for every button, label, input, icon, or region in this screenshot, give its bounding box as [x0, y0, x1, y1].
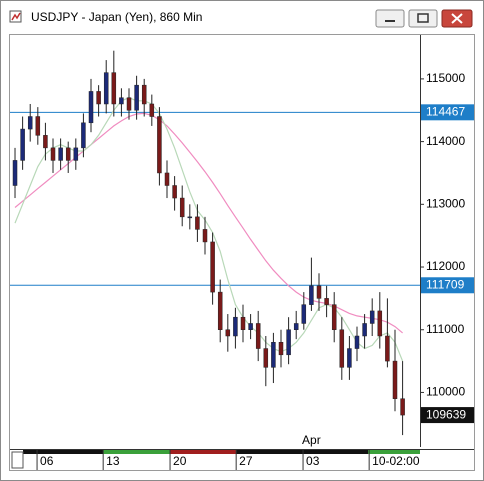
candle-body: [362, 323, 367, 337]
x-tick-label: 03: [306, 454, 320, 468]
candle-body: [179, 197, 185, 218]
candle-body: [111, 72, 117, 105]
candle-body: [195, 216, 200, 230]
candle-body: [149, 103, 155, 117]
candle-body: [385, 335, 390, 362]
candle-body: [278, 342, 284, 356]
candle-body: [58, 147, 63, 161]
price-label: 114467: [426, 104, 465, 118]
candle-body: [27, 116, 33, 130]
session-strip: [23, 450, 420, 454]
x-tick-label: 20: [173, 454, 187, 468]
candle-body: [73, 147, 79, 161]
candle-body: [347, 348, 352, 368]
candle-body: [12, 160, 18, 186]
maximize-button[interactable]: [408, 9, 438, 28]
candle-body: [187, 216, 193, 219]
y-tick-label: 114000: [426, 134, 465, 148]
candle-body: [354, 335, 360, 349]
candle-body: [369, 310, 375, 324]
candle-body: [172, 185, 177, 199]
y-tick-label: 110000: [426, 385, 465, 399]
candle-body: [134, 84, 139, 111]
candle-body: [20, 128, 25, 161]
candle-body: [35, 116, 41, 136]
candle-body: [202, 229, 208, 243]
candle-body: [240, 316, 246, 330]
candle-body: [263, 348, 269, 368]
candle-body: [377, 310, 383, 337]
candle-body: [210, 241, 215, 293]
candle-body: [255, 323, 261, 349]
price-label: 111709: [426, 277, 465, 291]
candle-body: [126, 97, 132, 111]
price-label-box: [421, 277, 474, 294]
candle-body: [164, 172, 170, 186]
candle-body: [271, 342, 276, 368]
last-price-box: [421, 407, 474, 424]
window-title: USDJPY - Japan (Yen), 860 Min: [31, 10, 202, 24]
scroll-box[interactable]: [11, 451, 24, 469]
close-button[interactable]: [441, 9, 473, 28]
x-tick-label: 27: [239, 454, 253, 468]
candle-body: [392, 360, 398, 399]
candle-body: [309, 285, 314, 305]
y-tick-label: 112000: [426, 259, 465, 273]
x-tick-label: 13: [106, 454, 120, 468]
candle-body: [81, 122, 86, 149]
candle-body: [103, 72, 109, 105]
x-tick-label: 06: [40, 454, 54, 468]
moving-average: [14, 97, 404, 362]
price-label-box: [421, 104, 474, 121]
candle-body: [248, 323, 253, 330]
candle-body: [301, 304, 307, 324]
y-tick-label: 111000: [426, 322, 465, 336]
candle-body: [157, 116, 162, 174]
candle-body: [324, 298, 329, 305]
candle-body: [65, 147, 71, 161]
candle-body: [316, 285, 322, 299]
candle-body: [217, 291, 223, 330]
candle-body: [339, 329, 345, 368]
candle-body: [119, 97, 124, 105]
minimize-button[interactable]: [375, 9, 405, 28]
candle-body: [50, 147, 56, 161]
candle-body: [225, 329, 231, 337]
candle-body: [88, 91, 94, 124]
month-label: Apr: [302, 433, 321, 447]
candle-body: [233, 316, 238, 337]
candle-body: [400, 398, 405, 416]
candle-body: [331, 304, 337, 330]
candle-body: [293, 323, 299, 330]
y-tick-label: 113000: [426, 196, 465, 210]
candle-body: [141, 84, 147, 105]
moving-average: [14, 112, 403, 334]
x-tick-label: 10-02:00: [372, 454, 420, 468]
candle-body: [96, 91, 101, 105]
window-icon: [9, 10, 22, 23]
candle-body: [286, 329, 291, 356]
y-tick-label: 115000: [426, 71, 465, 85]
last-price-label: 109639: [426, 407, 466, 421]
candle-body: [43, 135, 48, 149]
